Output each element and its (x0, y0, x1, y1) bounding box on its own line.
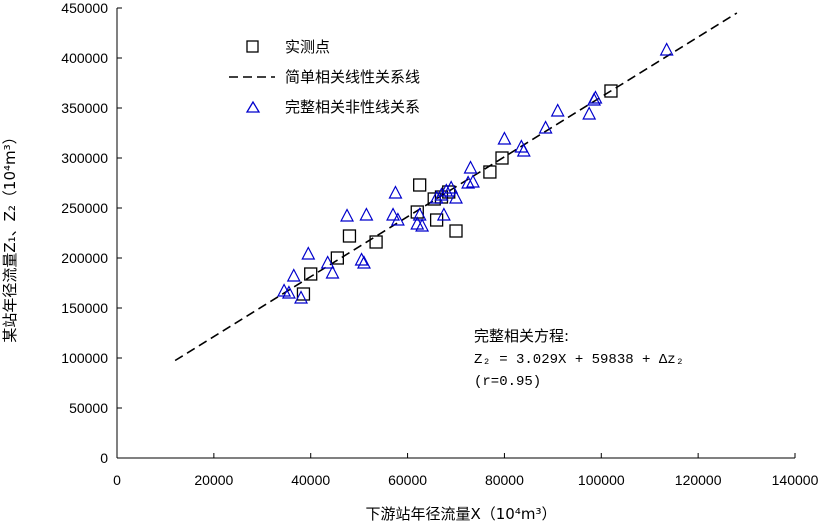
legend-label-measured: 实测点 (285, 38, 330, 56)
full-correlation-point (538, 120, 553, 134)
legend: 实测点 简单相关线性关系线 完整相关非性线关系 (229, 38, 420, 116)
measured-points (296, 84, 618, 301)
full-correlation-point (286, 268, 301, 282)
full-correlation-point (444, 180, 459, 194)
fit-line-group (174, 12, 738, 362)
full-correlation-point (281, 285, 296, 299)
full-correlation-point (463, 160, 478, 174)
y-tick-label: 50000 (69, 400, 108, 416)
fit-line (174, 12, 738, 362)
y-tick-label: 350000 (61, 100, 108, 116)
equation-formula: Z₂ = 3.029X + 59838 + Δz₂ (474, 352, 684, 368)
x-axis-title: 下游站年径流量X（10⁴m³） (365, 505, 556, 523)
full-correlation-point (388, 185, 403, 199)
y-tick-label: 100000 (61, 350, 108, 366)
full-correlation-point (340, 208, 355, 222)
y-tick-label: 0 (100, 450, 108, 466)
x-tick-label: 20000 (194, 472, 233, 488)
x-axis-ticks: 0 20000 40000 60000 80000 100000 120000 140000 (113, 453, 819, 488)
measured-point (296, 287, 311, 301)
full-correlation-point (301, 246, 316, 260)
y-tick-label: 150000 (61, 300, 108, 316)
y-axis-ticks: 0 50000 100000 150000 200000 250000 300000 3500… (61, 0, 122, 466)
y-tick-label: 200000 (61, 250, 108, 266)
full-correlation-point (356, 255, 371, 269)
equation-annotation: 完整相关方程: Z₂ = 3.029X + 59838 + Δz₂ (r=0.9… (474, 327, 684, 390)
x-tick-label: 0 (113, 472, 121, 488)
full-correlation-point (294, 290, 309, 304)
full-correlation-point (320, 255, 335, 269)
full-correlation-point (588, 90, 603, 104)
full-correlation-points (277, 42, 674, 304)
full-correlation-point (410, 216, 425, 230)
measured-point (449, 224, 463, 238)
legend-label-full-correlation: 完整相关非性线关系 (285, 98, 420, 116)
full-correlation-point (550, 103, 565, 117)
full-correlation-point (449, 190, 463, 204)
full-correlation-point (390, 212, 405, 226)
equation-title: 完整相关方程: (474, 327, 569, 345)
measured-point (369, 235, 383, 249)
legend-label-fit-line: 简单相关线性关系线 (285, 68, 420, 86)
full-correlation-point (429, 190, 444, 204)
y-axis-title: 某站年径流量Z₁、Z₂（10⁴m³） (1, 129, 19, 342)
x-tick-label: 140000 (772, 472, 819, 488)
y-tick-label: 300000 (61, 150, 108, 166)
x-tick-label: 100000 (578, 472, 625, 488)
x-tick-label: 40000 (291, 472, 330, 488)
full-correlation-point (434, 187, 449, 201)
full-correlation-point (412, 207, 427, 221)
full-correlation-point (439, 183, 454, 197)
measured-point (413, 178, 427, 192)
legend-square-marker (246, 40, 259, 53)
y-tick-label: 450000 (61, 0, 108, 16)
measured-point (342, 229, 357, 243)
measured-point (304, 267, 318, 281)
x-tick-label: 120000 (675, 472, 722, 488)
measured-point (330, 251, 345, 265)
full-correlation-point (386, 207, 401, 221)
measured-point (604, 84, 618, 98)
correlation-coefficient: (r=0.95) (474, 374, 541, 390)
full-correlation-point (497, 131, 512, 145)
full-correlation-point (325, 265, 340, 279)
full-correlation-point (516, 143, 531, 157)
x-tick-label: 60000 (388, 472, 427, 488)
legend-triangle-marker (245, 100, 261, 113)
full-correlation-point (461, 175, 476, 189)
y-tick-label: 250000 (61, 200, 108, 216)
y-tick-label: 400000 (61, 50, 108, 66)
full-correlation-point (359, 207, 374, 221)
measured-point (483, 165, 497, 179)
full-correlation-point (354, 252, 369, 266)
plot-area: 0500001000001500002000002500003000003500… (61, 0, 818, 488)
full-correlation-point (415, 218, 430, 232)
measured-point (495, 151, 509, 165)
full-correlation-point (659, 42, 674, 56)
full-correlation-point (465, 174, 480, 188)
full-correlation-point (436, 207, 451, 221)
full-correlation-point (582, 106, 597, 120)
x-tick-label: 80000 (485, 472, 524, 488)
